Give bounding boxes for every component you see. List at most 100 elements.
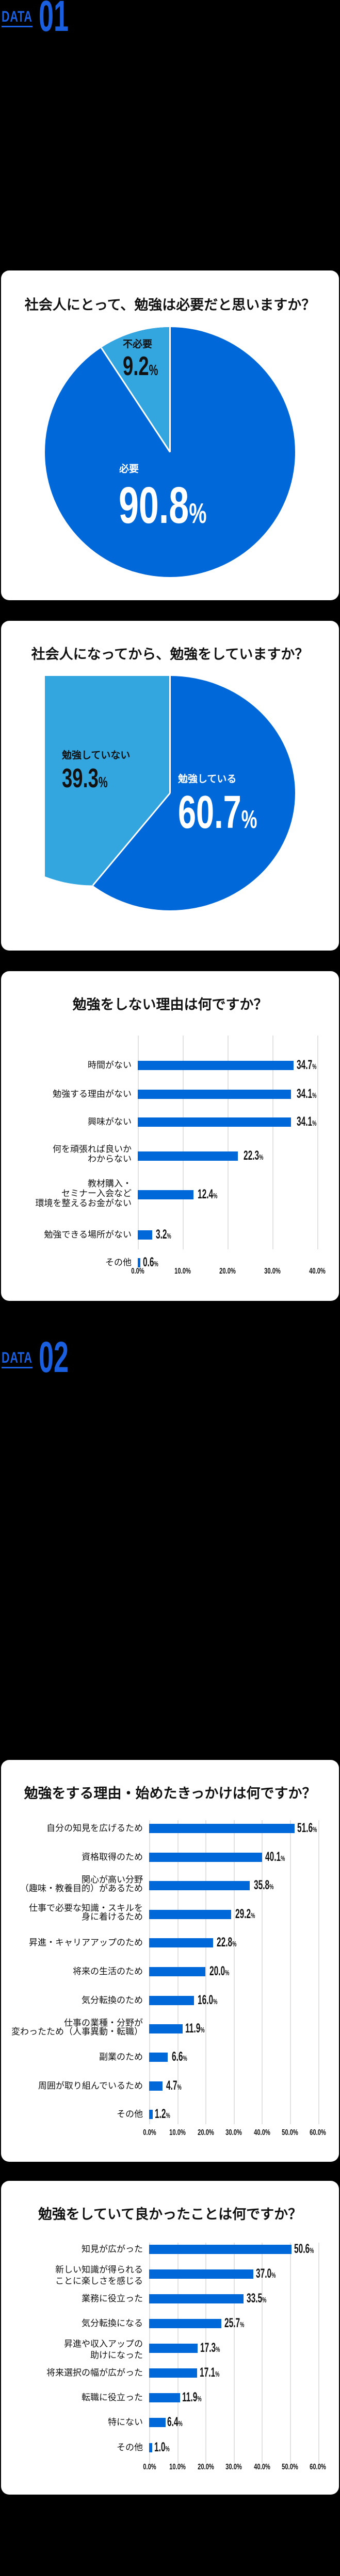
bar — [149, 2319, 221, 2328]
x-tick: 30.0% — [225, 2128, 242, 2137]
pie-slice-not-studying — [45, 676, 170, 886]
x-tick: 0.0% — [143, 2128, 156, 2137]
bar — [138, 1117, 291, 1127]
bar-value: 12.4% — [198, 1187, 218, 1201]
x-tick: 50.0% — [282, 2128, 298, 2137]
gridline — [234, 1820, 235, 2124]
bar — [149, 2294, 244, 2303]
bar — [149, 2418, 166, 2427]
bar — [149, 2245, 292, 2254]
bar-value: 34.7% — [297, 1058, 317, 1072]
gridline — [317, 1036, 318, 1249]
bar — [149, 2081, 163, 2091]
pie-value-not-studying: 39.3% — [62, 764, 108, 793]
bar-label: その他 — [105, 1258, 132, 1268]
section-number: 01 — [39, 0, 69, 40]
bar-value: 17.1% — [200, 2365, 220, 2380]
bar-label: 勉強する理由がない — [53, 1089, 132, 1099]
bar — [138, 1258, 140, 1267]
bar-value: 51.6% — [297, 1821, 317, 1835]
bar-value: 33.5% — [247, 2291, 267, 2306]
bar-label: 気分転換になる — [82, 2318, 143, 2329]
chart-card-reasons-study: 勉強をする理由・始めたきっかけは何ですか？ 自分の知見を広げるため 51.6% … — [1, 1760, 339, 2162]
x-tick: 30.0% — [225, 2463, 242, 2471]
pie-label-not-need: 不必要 — [123, 338, 153, 350]
bar-label: 昇進・キャリアアップのため — [29, 1938, 143, 1948]
bar — [138, 1230, 152, 1240]
section-underline — [2, 26, 33, 27]
bar — [149, 1824, 295, 1833]
gridline — [290, 1820, 291, 2124]
bar-value: 17.3% — [200, 2341, 220, 2355]
bar-label: 業務に役立った — [82, 2294, 143, 2304]
gridline — [177, 2243, 179, 2463]
x-tick: 10.0% — [169, 2463, 186, 2471]
bar — [149, 2024, 183, 2033]
x-tick: 0.0% — [143, 2463, 156, 2471]
bar-value: 50.6% — [294, 2242, 314, 2256]
bar — [149, 2344, 198, 2353]
pie-label-not-studying: 勉強していない — [62, 750, 131, 761]
pie-label-studying: 勉強している — [178, 773, 237, 785]
x-tick: 0.0% — [131, 1267, 144, 1276]
pie-label-need: 必要 — [119, 463, 139, 474]
bar-label: 仕事で必要な知識・スキルを 身に着けるため — [29, 1903, 143, 1922]
bar — [149, 2368, 197, 2378]
x-tick: 20.0% — [198, 2128, 214, 2137]
section-word: DATA — [2, 8, 33, 25]
bar-label: 転職に役立った — [82, 2393, 143, 2403]
x-tick: 60.0% — [310, 2463, 326, 2471]
bar — [149, 1967, 205, 1976]
gridline — [234, 2243, 235, 2463]
gridline — [183, 1036, 184, 1249]
x-tick: 20.0% — [219, 1267, 236, 1276]
x-tick: 10.0% — [174, 1267, 191, 1276]
gridline — [228, 1036, 229, 1249]
bar-value: 11.9% — [182, 2390, 202, 2404]
bar-label: 新しい知識が得られる ことに楽しさを感じる — [55, 2265, 143, 2286]
pie-value-studying: 60.7% — [178, 787, 257, 838]
bar-label: その他 — [117, 2109, 143, 2120]
bar — [149, 1938, 213, 1947]
bar-value: 3.2% — [156, 1227, 171, 1242]
bar-value: 0.6% — [143, 1255, 158, 1269]
bar-value: 22.3% — [244, 1148, 264, 1163]
bar-plot-area — [149, 2243, 322, 2463]
bar-label: 興味がない — [88, 1117, 132, 1127]
chart-card-studying: 社会人になってから、勉強をしていますか？ 勉強していない 39.3% 勉強してい… — [1, 621, 339, 951]
bar-label: 仕事の業種・分野が 変わったため（人事異動・転職） — [11, 2018, 143, 2037]
gridline — [318, 1820, 319, 2124]
bar — [149, 2443, 152, 2452]
bar — [149, 1996, 194, 2005]
bar-value: 29.2% — [235, 1907, 255, 1921]
bar-label: 時間がない — [88, 1060, 132, 1071]
bar-value: 25.7% — [224, 2316, 245, 2330]
pie-value-not-need: 9.2% — [123, 351, 158, 381]
bar-value: 1.2% — [155, 2107, 170, 2121]
bar-label: 特にない — [108, 2417, 143, 2428]
bar-label: 将来の生活のため — [73, 1967, 143, 1977]
bar — [149, 2269, 253, 2279]
x-tick: 20.0% — [198, 2463, 214, 2471]
bar — [149, 1910, 231, 1919]
bar-label: 何を頑張れば良いか わからない — [53, 1144, 132, 1164]
bar-value: 37.0% — [256, 2266, 276, 2281]
bar — [138, 1190, 193, 1199]
bar-value: 16.0% — [198, 1993, 218, 2007]
x-tick: 40.0% — [254, 2463, 270, 2471]
chart-card-need-study: 社会人にとって、勉強は必要だと思いますか？ 不必要 9.2% 必要 90.8% — [1, 270, 339, 600]
bar-value: 34.1% — [297, 1087, 317, 1101]
chart-title: 勉強をする理由・始めたきっかけは何ですか？ — [24, 1786, 316, 1802]
bar — [149, 2053, 168, 2062]
bar-value: 35.8% — [254, 1878, 274, 1892]
chart-card-reasons-not-study: 勉強をしない理由は何ですか？ 時間がない 34.7% 勉強する理由がない 34.… — [1, 971, 339, 1301]
bar-value: 6.6% — [172, 2049, 187, 2064]
bar-value: 34.1% — [297, 1114, 317, 1129]
bar-plot-area — [138, 1036, 323, 1249]
bar-label: 昇進や収入アップの 助けになった — [64, 2339, 143, 2361]
gridline — [290, 2243, 291, 2463]
gridline — [205, 2243, 206, 2463]
bar-value: 6.4% — [167, 2415, 183, 2429]
gridline — [138, 1036, 139, 1249]
bar — [149, 2393, 180, 2402]
